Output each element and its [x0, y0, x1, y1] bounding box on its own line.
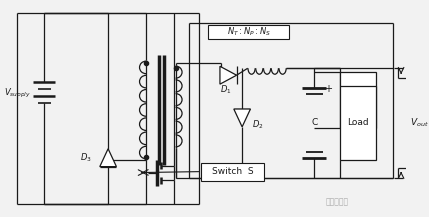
Text: C: C	[311, 118, 317, 127]
Text: Load: Load	[347, 118, 369, 127]
Text: $D_2$: $D_2$	[252, 119, 264, 131]
Text: $V_{out}$: $V_{out}$	[411, 117, 429, 129]
FancyBboxPatch shape	[340, 86, 376, 160]
Text: Load: Load	[347, 95, 369, 105]
FancyBboxPatch shape	[340, 72, 376, 128]
Polygon shape	[100, 149, 116, 167]
Text: $D_3$: $D_3$	[80, 151, 91, 164]
Text: $N_T : N_P : N_S$: $N_T : N_P : N_S$	[227, 26, 271, 38]
Polygon shape	[220, 66, 236, 84]
Text: +: +	[324, 84, 332, 94]
Text: $D_1$: $D_1$	[220, 84, 231, 96]
Text: 小小向日葵: 小小向日葵	[326, 197, 349, 206]
Text: Switch  S: Switch S	[212, 167, 254, 176]
Text: $V_{supply}$: $V_{supply}$	[4, 87, 31, 100]
FancyBboxPatch shape	[208, 25, 289, 39]
Polygon shape	[234, 109, 251, 127]
FancyBboxPatch shape	[202, 163, 264, 181]
